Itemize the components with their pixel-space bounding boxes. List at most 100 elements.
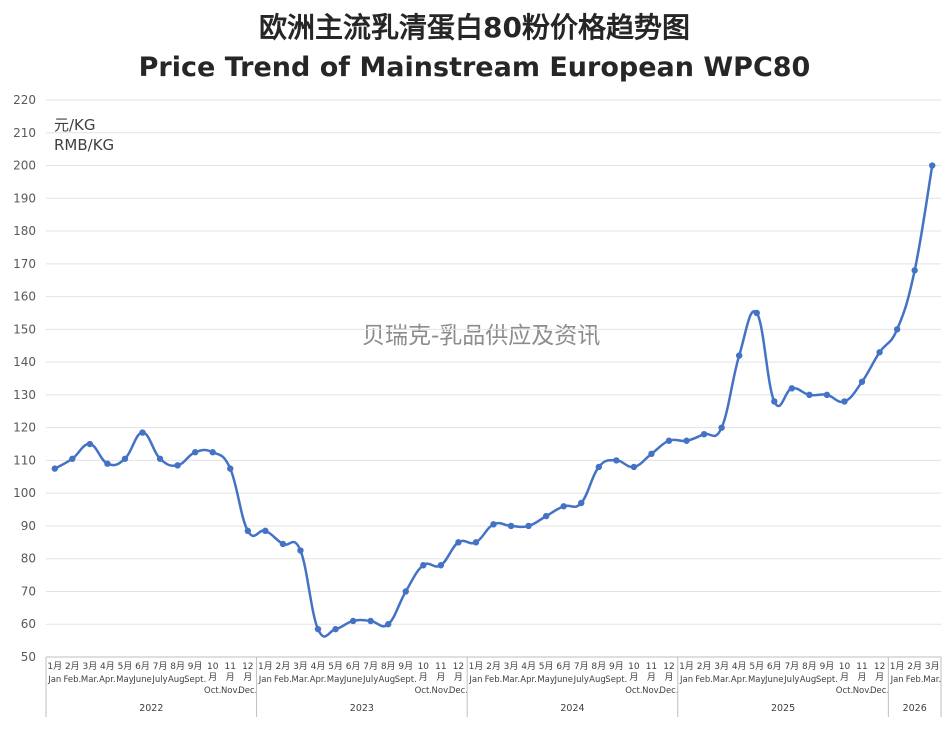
x-tick-label-cn: 4月	[311, 661, 326, 672]
x-tick-label-en: Mar.	[713, 675, 731, 685]
x-tick-label-en: Jan	[258, 675, 272, 685]
x-tick-label-cn: 1月	[47, 661, 62, 672]
x-tick-label-cn: 11	[646, 662, 657, 672]
x-tick-label-en: Apr.	[520, 675, 537, 685]
data-point	[385, 621, 392, 628]
x-tick-label-en: Aug.	[800, 675, 819, 685]
data-point	[367, 617, 374, 625]
x-tick-label-cn: 8月	[591, 661, 606, 672]
x-tick-label-cn: 月	[875, 672, 884, 683]
x-tick-label-en: June	[553, 675, 573, 685]
x-tick-label-cn: 11	[225, 662, 236, 672]
x-tick-label-cn: 月	[840, 672, 849, 683]
y-tick-label: 210	[13, 126, 36, 140]
x-year-label: 2026	[903, 703, 927, 714]
data-point	[156, 455, 164, 462]
y-tick-label: 170	[13, 257, 36, 271]
data-point	[595, 463, 602, 471]
x-tick-label-cn: 4月	[100, 661, 115, 672]
y-tick-label: 220	[13, 93, 36, 107]
x-tick-label-en: Dec.	[659, 686, 678, 696]
data-point	[209, 449, 216, 456]
x-tick-label-en: Sept.	[184, 675, 206, 685]
x-tick-label-en: Mar.	[502, 675, 520, 685]
price-series-line	[53, 164, 934, 638]
x-tick-label-cn: 月	[664, 672, 673, 683]
x-tick-label-en: Feb.	[695, 675, 713, 685]
data-point	[718, 424, 725, 431]
data-point	[121, 455, 129, 462]
data-point	[771, 398, 778, 405]
x-tick-label-en: Feb.	[274, 675, 292, 685]
x-tick-label-en: June	[343, 675, 363, 685]
x-tick-label-cn: 6月	[135, 661, 150, 672]
data-point	[51, 465, 58, 472]
y-tick-label: 130	[13, 388, 36, 402]
x-tick-label-en: Nov.	[221, 686, 240, 696]
y-tick-label: 160	[13, 290, 36, 304]
x-tick-label-cn: 2月	[697, 661, 712, 672]
data-point	[858, 378, 866, 385]
data-point	[420, 562, 427, 569]
x-tick-label-cn: 2月	[907, 661, 922, 672]
x-tick-label-cn: 月	[858, 672, 867, 683]
x-tick-label-cn: 10	[628, 662, 640, 672]
data-point	[700, 431, 708, 438]
x-tick-label-cn: 3月	[504, 661, 519, 672]
y-unit-label-english: RMB/KG	[54, 136, 115, 154]
x-year-label: 2024	[560, 703, 584, 714]
x-tick-label-cn: 3月	[925, 661, 940, 672]
x-tick-label-cn: 月	[454, 672, 463, 683]
x-tick-label-en: Dec.	[449, 686, 468, 696]
x-tick-label-cn: 3月	[83, 661, 98, 672]
x-tick-label-en: Aug.	[168, 675, 187, 685]
x-tick-label-cn: 2月	[486, 661, 501, 672]
x-tick-label-en: May	[327, 675, 345, 685]
data-point	[876, 349, 883, 356]
data-point	[753, 309, 760, 317]
x-tick-label-en: Sept.	[605, 675, 627, 685]
x-tick-label-en: Feb.	[63, 675, 81, 685]
x-tick-label-cn: 5月	[328, 661, 343, 672]
y-tick-label: 50	[21, 650, 36, 664]
x-tick-label-cn: 2月	[276, 661, 291, 672]
x-tick-label-en: Oct.	[415, 686, 432, 696]
data-point	[841, 398, 848, 405]
x-tick-label-cn: 10	[207, 662, 219, 672]
data-point	[613, 457, 620, 464]
x-tick-label-cn: 6月	[346, 661, 361, 672]
x-tick-label-en: Mar.	[923, 675, 941, 685]
x-tick-label-cn: 12	[453, 662, 464, 672]
x-tick-label-en: Aug.	[379, 675, 398, 685]
x-tick-label-en: May	[116, 675, 134, 685]
data-point	[297, 547, 304, 554]
x-tick-label-cn: 12	[874, 662, 885, 672]
x-tick-label-cn: 月	[208, 672, 217, 683]
x-tick-label-en: Dec.	[870, 686, 889, 696]
x-tick-label-cn: 3月	[293, 661, 308, 672]
x-tick-label-cn: 7月	[574, 661, 589, 672]
x-tick-label-en: Dec.	[238, 686, 257, 696]
data-point	[455, 539, 462, 546]
x-tick-label-en: Apr.	[99, 675, 116, 685]
data-point	[648, 450, 655, 458]
data-point	[683, 437, 690, 444]
x-tick-label-en: July	[151, 675, 167, 685]
x-year-label: 2025	[771, 703, 795, 714]
x-tick-label-en: Apr.	[731, 675, 748, 685]
x-tick-label-en: Jan	[890, 675, 904, 685]
x-tick-label-en: May	[748, 675, 766, 685]
data-point	[911, 267, 918, 274]
x-tick-label-cn: 7月	[153, 661, 168, 672]
x-tick-label-en: Mar.	[81, 675, 99, 685]
x-tick-label-cn: 5月	[539, 661, 554, 672]
data-point	[227, 465, 234, 472]
data-point	[314, 625, 322, 633]
x-tick-label-en: Jan	[47, 675, 61, 685]
data-point	[279, 540, 287, 548]
x-tick-label-en: Oct.	[625, 686, 642, 696]
x-tick-label-cn: 月	[629, 672, 638, 683]
x-tick-label-cn: 月	[243, 672, 252, 683]
x-tick-label-en: Sept.	[816, 675, 838, 685]
y-tick-label: 140	[13, 355, 36, 369]
